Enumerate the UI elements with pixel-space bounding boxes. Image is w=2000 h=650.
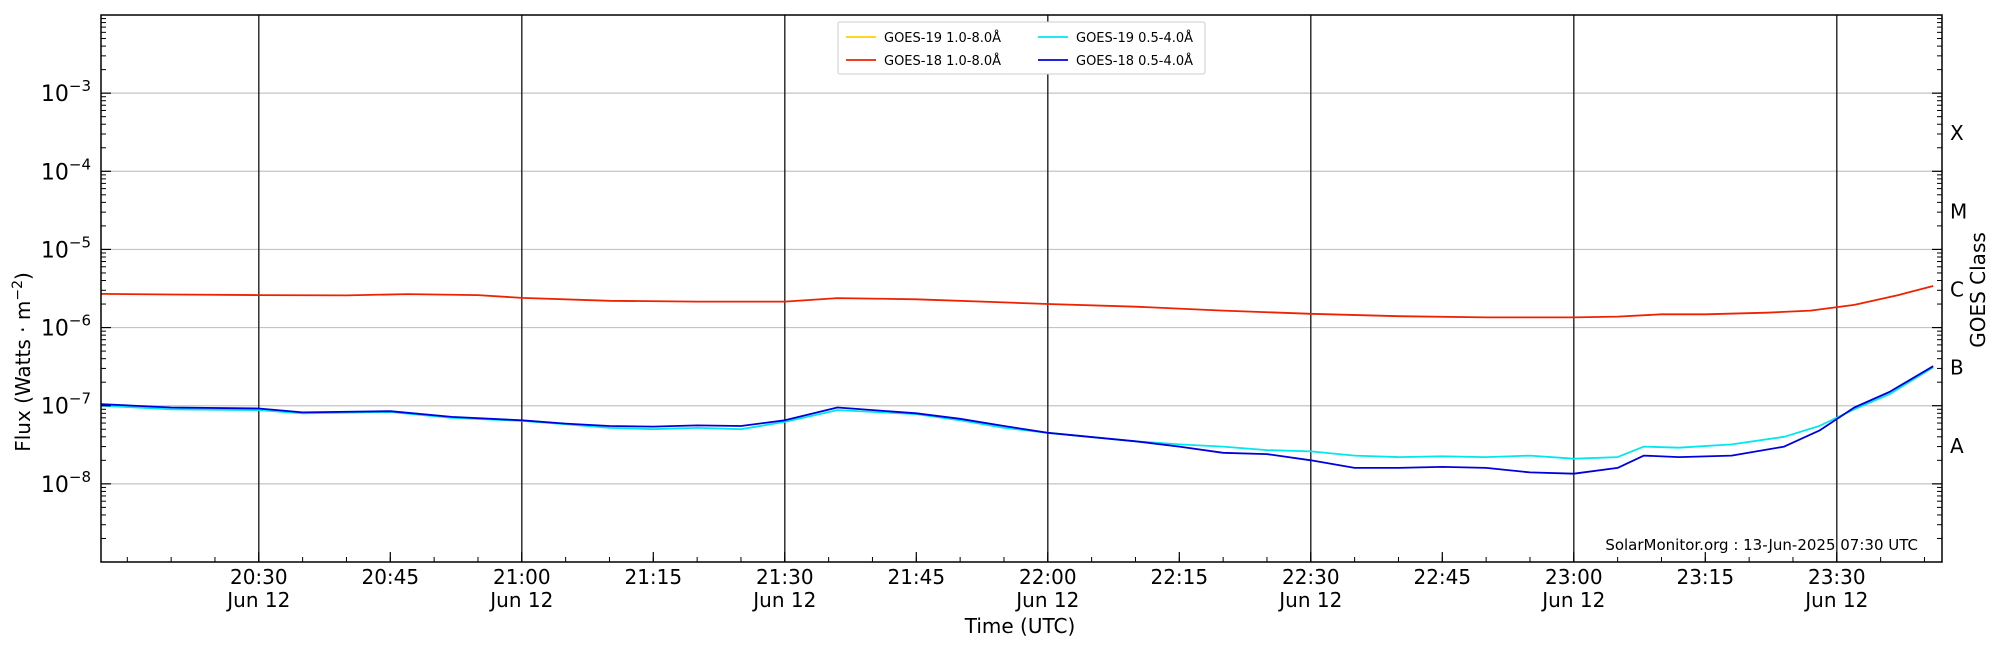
x-tick-label: 20:30: [230, 565, 288, 589]
y-tick-base: 10: [41, 82, 69, 107]
y-tick-base: 10: [41, 160, 69, 185]
axis-ticks: [101, 18, 1942, 562]
series-lines: [100, 285, 1934, 475]
y-tick-base: 10: [41, 473, 69, 498]
y-tick-base: 10: [41, 238, 69, 263]
legend-label: GOES-19 1.0-8.0Å: [884, 30, 1001, 46]
x-tick-label: 23:30: [1808, 565, 1866, 589]
x-tick-date-label: Jun 12: [1540, 588, 1605, 612]
y-tick-exponent: −6: [69, 312, 91, 330]
y-tick-label: 10−3: [41, 77, 91, 107]
x-tick-label: 21:00: [493, 565, 551, 589]
y-axis-title-main: Flux (Watts · m: [11, 301, 35, 452]
legend-label: GOES-18 0.5-4.0Å: [1076, 53, 1193, 69]
goes-class-label: M: [1950, 199, 1967, 223]
series-line: [100, 365, 1934, 475]
goes-class-labels: A B C M X: [1950, 121, 1967, 458]
goes-class-axis-title: GOES Class: [1966, 232, 1990, 348]
y-tick-label: 10−5: [41, 233, 91, 263]
goes-class-label: X: [1950, 121, 1964, 145]
x-axis-title: Time (UTC): [964, 614, 1076, 638]
x-tick-label: 23:15: [1676, 565, 1734, 589]
y-axis-title: Flux (Watts · m−2): [10, 272, 35, 452]
x-tick-date-label: Jun 12: [1014, 588, 1079, 612]
x-tick-date-label: Jun 12: [751, 588, 816, 612]
x-tick-label: 21:30: [756, 565, 814, 589]
y-tick-label: 10−8: [41, 468, 91, 498]
goes-class-label: A: [1950, 434, 1964, 458]
x-tick-label: 20:45: [361, 565, 419, 589]
series-line: [100, 366, 1934, 460]
goes-class-label: C: [1950, 278, 1964, 302]
x-tick-date-label: Jun 12: [225, 588, 290, 612]
y-axis-title-exp: −2: [10, 280, 26, 301]
y-tick-base: 10: [41, 317, 69, 342]
y-axis-title-close: ): [11, 272, 35, 280]
legend-label: GOES-18 1.0-8.0Å: [884, 53, 1001, 69]
y-tick-exponent: −5: [69, 233, 91, 251]
y-tick-label: 10−4: [41, 155, 91, 185]
y-tick-exponent: −7: [69, 390, 91, 408]
legend-box: [837, 21, 1206, 75]
y-tick-label: 10−7: [41, 390, 91, 420]
x-tick-date-label: Jun 12: [1803, 588, 1868, 612]
y-tick-base: 10: [41, 395, 69, 420]
source-annotation: SolarMonitor.org : 13-Jun-2025 07:30 UTC: [1605, 536, 1918, 554]
x-tick-label: 22:15: [1150, 565, 1208, 589]
x-tick-label: 23:00: [1545, 565, 1603, 589]
x-tick-label: 22:00: [1019, 565, 1077, 589]
y-tick-labels: 10−810−710−610−510−410−3: [41, 77, 91, 498]
x-tick-label: 21:15: [624, 565, 682, 589]
legend-label: GOES-19 0.5-4.0Å: [1076, 30, 1193, 46]
x-tick-label: 22:30: [1282, 565, 1340, 589]
y-tick-exponent: −4: [69, 155, 91, 173]
y-tick-exponent: −3: [69, 77, 91, 95]
goes-class-label: B: [1950, 356, 1964, 380]
plot-frame: [100, 14, 1943, 563]
y-tick-label: 10−6: [41, 312, 91, 342]
x-tick-label: 22:45: [1413, 565, 1471, 589]
x-tick-date-label: Jun 12: [1277, 588, 1342, 612]
x-tick-date-label: Jun 12: [488, 588, 553, 612]
series-line: [100, 285, 1934, 319]
half-hour-markers: [258, 15, 1838, 562]
y-tick-exponent: −8: [69, 468, 91, 486]
legend: GOES-19 1.0-8.0Å GOES-18 1.0-8.0Å GOES-19 …: [837, 21, 1206, 75]
grid-lines: [101, 92, 1942, 485]
x-tick-label: 21:45: [887, 565, 945, 589]
